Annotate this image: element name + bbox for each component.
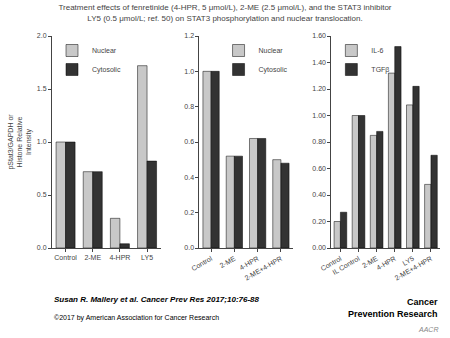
svg-text:2-ME: 2-ME [84,254,101,261]
svg-text:1.40: 1.40 [312,59,326,66]
svg-text:©2017 by American Association: ©2017 by American Association for Cancer… [54,314,219,322]
svg-text:2.0: 2.0 [37,32,47,39]
svg-text:Control: Control [320,255,343,273]
svg-text:Control: Control [190,255,213,273]
svg-text:0.80: 0.80 [312,138,326,145]
svg-text:4-HPR: 4-HPR [375,255,397,272]
svg-text:LY5: LY5 [401,255,415,267]
svg-text:0.0: 0.0 [184,244,194,251]
svg-text:1.0: 1.0 [184,68,194,75]
svg-text:CancerPrevention Research: CancerPrevention Research [348,297,438,319]
svg-text:Cytosolic: Cytosolic [259,66,288,74]
svg-text:Cytosolic: Cytosolic [92,66,121,74]
svg-text:4-HPR: 4-HPR [238,255,260,272]
svg-text:0.2: 0.2 [184,209,194,216]
svg-text:0.5: 0.5 [37,191,47,198]
svg-text:1.2: 1.2 [184,32,194,39]
svg-text:IL Control: IL Control [331,255,361,276]
svg-text:2-ME: 2-ME [219,255,237,270]
svg-text:Nuclear: Nuclear [259,47,284,54]
svg-text:TGFβ: TGFβ [371,66,389,74]
svg-text:AACR: AACR [418,326,438,333]
svg-text:Control: Control [54,254,77,261]
svg-text:Nuclear: Nuclear [92,47,117,54]
svg-text:0.00: 0.00 [312,244,326,251]
svg-text:Treatment effects of fenretini: Treatment effects of fenretinide (4-HPR,… [58,3,391,22]
svg-text:0.6: 0.6 [184,138,194,145]
svg-text:0.8: 0.8 [184,103,194,110]
svg-text:1.5: 1.5 [37,85,47,92]
svg-text:Susan R. Mallery et al. Cancer: Susan R. Mallery et al. Cancer Prev Res … [54,295,260,304]
svg-text:2-ME+4-HPR: 2-ME+4-HPR [243,255,283,282]
svg-text:0.0: 0.0 [37,244,47,251]
svg-text:2-ME: 2-ME [361,255,379,270]
svg-text:0.4: 0.4 [184,174,194,181]
svg-text:1.00: 1.00 [312,112,326,119]
svg-text:1.60: 1.60 [312,32,326,39]
svg-text:0.60: 0.60 [312,165,326,172]
svg-text:IL-6: IL-6 [371,47,383,54]
svg-text:pStat3/GAPDH orHistone Relativ: pStat3/GAPDH orHistone RelativeIntensity [7,114,33,170]
svg-text:LY5: LY5 [141,254,153,261]
svg-text:2-ME+4-HPR: 2-ME+4-HPR [393,255,433,282]
svg-text:1.0: 1.0 [37,138,47,145]
svg-text:0.20: 0.20 [312,218,326,225]
svg-text:0.40: 0.40 [312,191,326,198]
svg-text:4-HPR: 4-HPR [109,254,130,261]
svg-text:1.20: 1.20 [312,85,326,92]
